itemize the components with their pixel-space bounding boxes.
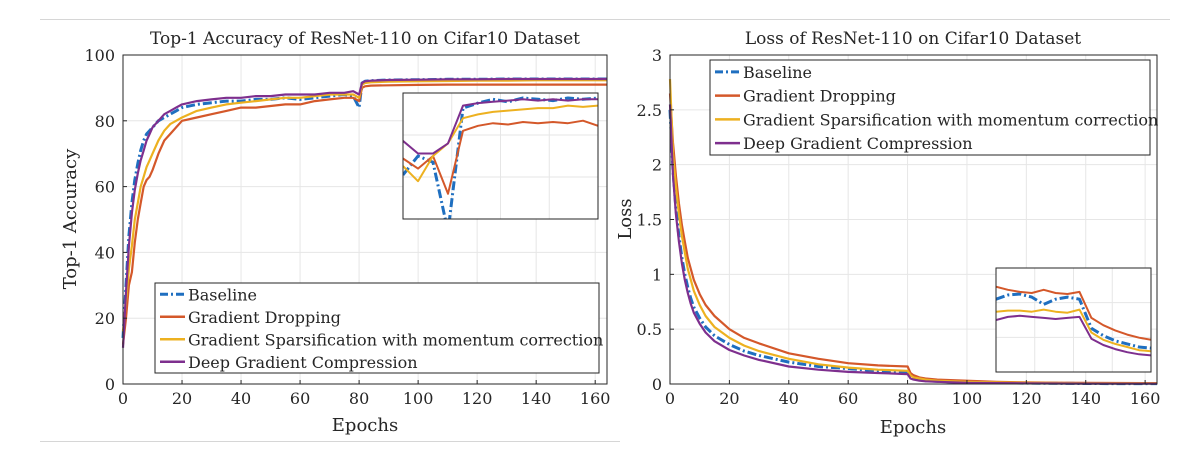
y-axis-label: Top-1 Accuracy <box>60 148 81 289</box>
x-tick-label: 0 <box>118 389 128 408</box>
legend-label-3: Deep Gradient Compression <box>743 134 973 153</box>
inset-border <box>402 92 599 220</box>
x-tick-label: 160 <box>580 389 611 408</box>
inset-series-line-1 <box>996 285 1151 341</box>
inset-series-line-1 <box>403 119 598 195</box>
y-tick-label: 0 <box>652 375 662 394</box>
y-tick-label: 1.5 <box>637 211 662 230</box>
y-tick-label: 60 <box>95 178 115 197</box>
x-tick-label: 60 <box>290 389 310 408</box>
legend-label-1: Gradient Dropping <box>743 87 896 106</box>
series-line-1 <box>121 83 607 345</box>
x-tick-label: 100 <box>403 389 434 408</box>
legend-box <box>154 282 600 374</box>
y-tick-label: 3 <box>652 46 662 65</box>
inset-series-line-3 <box>996 314 1151 357</box>
y-tick-label: 40 <box>95 243 115 262</box>
legend-label-3: Deep Gradient Compression <box>188 353 418 372</box>
accuracy-chart: 0 20 40 60 80 100 120 140 160 0 20 40 60 80 100 Top-1 A… <box>60 29 610 436</box>
y-tick-label: 80 <box>95 112 115 131</box>
x-tick-label: 100 <box>952 389 983 408</box>
y-tick-label: 1 <box>652 265 662 284</box>
chart-title: Loss of ResNet-110 on Cifar10 Dataset <box>745 29 1081 49</box>
x-tick-label: 20 <box>172 389 192 408</box>
x-tick-label: 120 <box>1011 389 1042 408</box>
legend-label-1: Gradient Dropping <box>188 308 341 327</box>
x-tick-label: 40 <box>231 389 251 408</box>
x-axis-label: Epochs <box>332 415 398 436</box>
x-tick-label: 140 <box>1070 389 1101 408</box>
y-tick-label: 2.5 <box>637 101 662 120</box>
legend-label-0: Baseline <box>743 63 812 82</box>
zoom-inset <box>402 92 599 220</box>
y-tick-label: 0.5 <box>637 320 662 339</box>
y-tick-label: 100 <box>84 46 115 65</box>
x-tick-label: 40 <box>779 389 799 408</box>
inset-series-line-2 <box>996 308 1151 353</box>
inset-series-line-3 <box>403 98 598 155</box>
y-tick-label: 20 <box>95 309 115 328</box>
zoom-inset <box>995 267 1152 373</box>
legend: Baseline Gradient Dropping Gradient Sparsi… <box>154 282 603 374</box>
x-tick-label: 80 <box>349 389 369 408</box>
legend: Baseline Gradient Dropping Gradient Sparsi… <box>709 59 1158 156</box>
legend-box <box>709 59 1151 156</box>
axes-box <box>122 54 608 385</box>
y-tick-label: 2 <box>652 156 662 175</box>
y-axis-label: Loss <box>615 198 636 239</box>
inset-series-line-0 <box>996 292 1151 350</box>
x-tick-label: 80 <box>897 389 917 408</box>
x-tick-label: 20 <box>719 389 739 408</box>
y-tick-label: 0 <box>105 375 115 394</box>
inset-border <box>995 267 1152 373</box>
inset-series-line-2 <box>403 104 598 183</box>
series-line-2 <box>121 79 607 332</box>
inset-lines <box>403 96 598 219</box>
series-line-3 <box>121 77 607 348</box>
loss-chart: 0 20 40 60 80 100 120 140 160 0 0.5 1 1.5 2 2.5 3 Loss o… <box>615 29 1160 438</box>
series-line-3 <box>668 104 1157 385</box>
inset-lines <box>996 285 1151 357</box>
x-axis-label: Epochs <box>880 417 946 438</box>
legend-label-2: Gradient Sparsification with momentum co… <box>743 110 1158 129</box>
x-tick-label: 0 <box>665 389 675 408</box>
legend-label-2: Gradient Sparsification with momentum co… <box>188 330 603 349</box>
chart-title: Top-1 Accuracy of ResNet-110 on Cifar10 … <box>150 29 580 49</box>
x-tick-label: 140 <box>521 389 552 408</box>
x-tick-label: 160 <box>1130 389 1161 408</box>
x-tick-label: 120 <box>462 389 493 408</box>
legend-label-0: Baseline <box>188 285 257 304</box>
x-tick-label: 60 <box>838 389 858 408</box>
